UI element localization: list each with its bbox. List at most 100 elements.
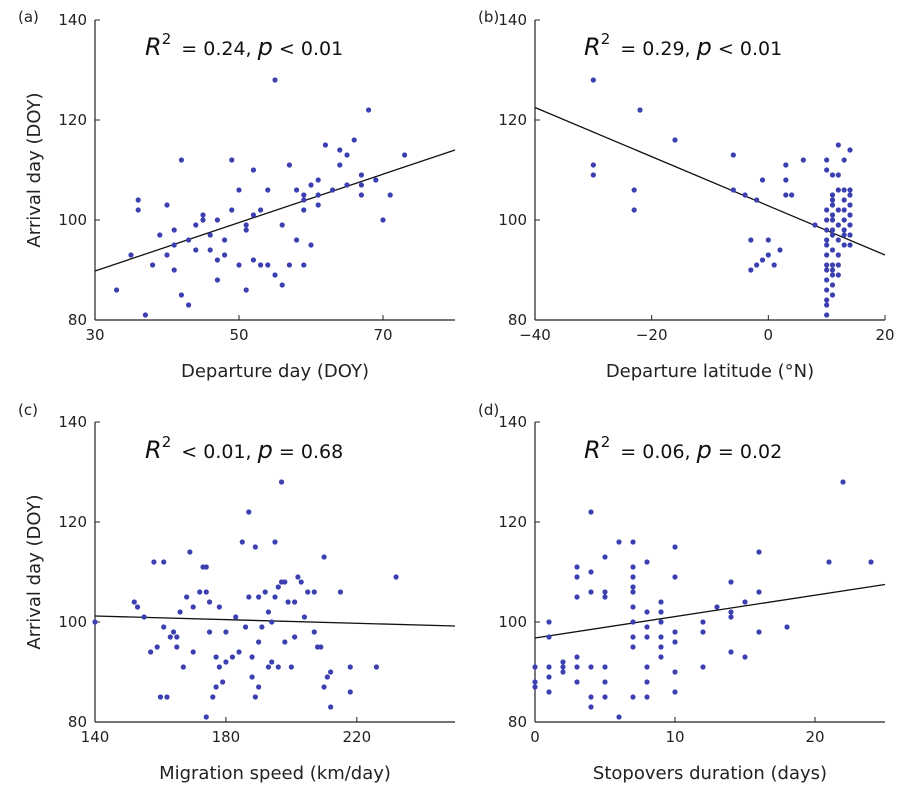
data-point [200,217,206,223]
data-point [177,609,183,615]
data-point [631,187,637,193]
y-tick-label: 140 [498,413,527,431]
data-point [728,614,734,620]
data-point [213,684,219,690]
data-point [630,564,636,570]
data-point [330,187,336,193]
data-point [590,172,596,178]
data-point [824,297,830,303]
data-point [658,609,664,615]
p-value: = 0.02 [712,441,782,463]
data-point [630,644,636,650]
panel-3: (d) 80 100 120 140 0 10 20 Stopovers duration (d… [478,401,886,784]
y-axis-label: Arrival day (DOY) [24,92,45,247]
data-point [265,187,271,193]
data-point [672,689,678,695]
y-tick-label: 120 [498,111,527,129]
panel-label: (d) [478,401,499,419]
y-tick-label: 140 [498,11,527,29]
data-point [644,609,650,615]
data-point [630,539,636,545]
x-tick-label: −20 [636,326,668,344]
data-point [180,664,186,670]
data-point [278,479,285,485]
x-axis-label: Departure day (DOY) [181,361,369,382]
data-point [294,237,300,243]
regression-line [94,149,456,272]
data-point [574,574,580,580]
data-point [637,107,643,113]
data-point [311,589,317,595]
x-tick-label: 70 [373,326,392,344]
data-point [157,694,164,700]
data-point [301,197,307,203]
y-tick-label: 100 [498,613,527,631]
data-point [193,222,199,228]
data-point [184,594,190,600]
data-point [835,222,841,228]
data-point [328,704,334,710]
data-point [588,704,594,710]
data-point [242,624,249,630]
data-point [835,172,841,178]
data-point [829,292,836,298]
data-point [658,619,664,625]
data-point [841,232,847,238]
data-point [574,679,580,685]
data-point [841,217,847,223]
data-point [829,282,836,288]
data-point [644,624,650,630]
data-point [308,242,314,248]
data-point [824,267,830,273]
data-point [754,262,760,268]
data-point [829,192,836,198]
y-tick-label: 80 [508,713,527,731]
data-point [193,247,199,253]
data-point [672,574,678,580]
data-point [282,579,288,585]
data-point [824,277,830,283]
regression-line [534,583,886,639]
data-point [644,679,650,685]
panel-label: (a) [18,8,39,26]
superscript-2: 2 [162,30,172,48]
data-point [616,539,622,545]
data-point [700,664,706,670]
data-point [279,222,285,228]
data-point [236,649,242,655]
data-point [358,192,364,198]
panel-2: (c) 80 100 120 140 140 180 220 Migration speed (… [18,401,456,784]
data-point [602,589,608,595]
data-point [546,689,552,695]
regression-line [94,615,456,627]
y-tick-label: 100 [58,211,87,229]
data-point [841,227,847,233]
r2-value: = 0.06, [614,441,696,463]
x-tick-label: 0 [530,728,540,746]
data-point [546,634,552,640]
data-point [602,594,608,600]
data-point [560,659,566,665]
data-point [602,679,608,685]
data-point [829,247,836,253]
data-point [301,614,308,620]
data-point [305,589,311,595]
data-point [301,192,307,198]
data-point [269,659,275,665]
y-tick-label: 80 [68,311,87,329]
stats-annotation: R2 = 0.29, p < 0.01 [584,30,782,61]
data-point [847,212,853,218]
data-point [835,262,841,268]
data-point [672,544,678,550]
data-point [789,192,795,198]
p-symbol: p [696,33,712,61]
x-tick-label: 140 [81,728,110,746]
data-point [672,629,678,635]
data-point [847,232,853,238]
stats-annotation: R2 = 0.06, p = 0.02 [584,433,782,464]
panel-1: (b) 80 100 120 140 −40 −20 0 20 Departure latitud… [478,8,895,382]
data-point [829,267,836,273]
data-point [602,664,608,670]
data-point [203,564,209,570]
